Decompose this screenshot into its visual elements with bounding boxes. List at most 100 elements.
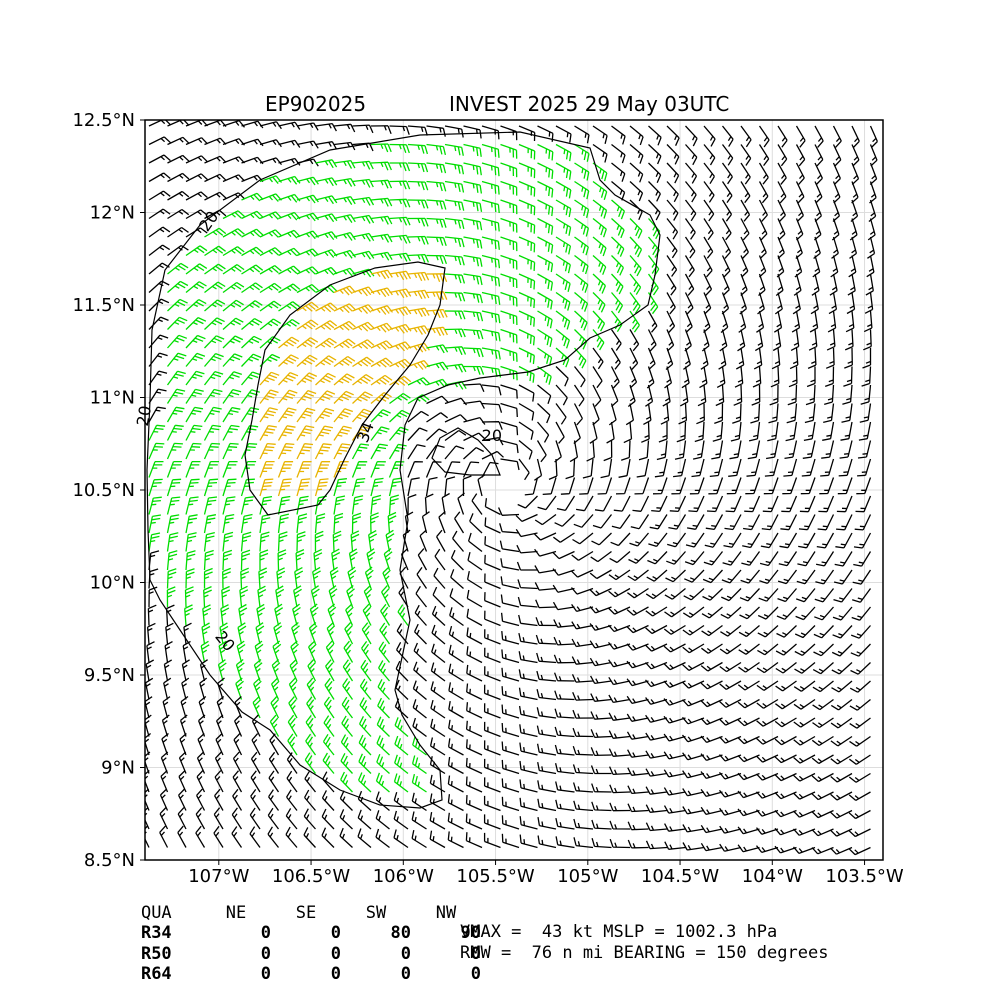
- wind-barb: [167, 172, 190, 183]
- wind-barb: [811, 772, 834, 783]
- wind-barb: [340, 771, 353, 793]
- wind-barb: [296, 389, 317, 404]
- wind-barb: [682, 680, 705, 689]
- wind-barb: [668, 514, 687, 530]
- wind-barb: [537, 254, 554, 273]
- wind-barb: [817, 514, 835, 531]
- wind-barb: [589, 640, 612, 649]
- wind-barb: [664, 841, 686, 850]
- wind-barb: [835, 532, 853, 549]
- wind-barb: [555, 403, 567, 425]
- wind-barb: [852, 588, 872, 603]
- wind-barb: [643, 403, 652, 425]
- wind-barb: [774, 791, 797, 800]
- wind-barb: [375, 810, 390, 830]
- wind-barb: [518, 273, 536, 290]
- wind-barb: [860, 384, 872, 405]
- wind-barb: [832, 162, 841, 185]
- wind-barb: [608, 403, 617, 426]
- wind-barb: [663, 624, 686, 635]
- wind-barb: [518, 199, 536, 216]
- wind-barb: [389, 143, 410, 154]
- wind-barb: [777, 236, 785, 259]
- wind-barb: [589, 605, 612, 614]
- wind-barb: [466, 664, 483, 682]
- wind-barb: [333, 373, 355, 386]
- wind-barb: [148, 136, 171, 146]
- wind-barb: [571, 550, 594, 561]
- x-tick-label: 103.5°W: [825, 866, 904, 887]
- wind-barb: [774, 754, 797, 764]
- wind-barb: [313, 548, 323, 571]
- wind-barb: [756, 680, 779, 691]
- wind-barb: [553, 532, 575, 543]
- wind-barb: [166, 442, 183, 460]
- wind-barb: [315, 195, 338, 205]
- wind-barb: [296, 176, 319, 186]
- wind-barb: [646, 569, 668, 582]
- y-tick-label: 8.5°N: [84, 850, 135, 871]
- wind-barb: [719, 698, 742, 708]
- wind-barb: [629, 310, 640, 333]
- wind-barb: [274, 603, 284, 626]
- wind-barb: [728, 458, 742, 477]
- wind-barb: [185, 155, 208, 164]
- wind-barb: [389, 323, 412, 334]
- wind-barb: [830, 846, 853, 855]
- wind-barb: [278, 229, 301, 239]
- wind-barb: [407, 461, 423, 478]
- wind-barb: [573, 403, 583, 426]
- wind-barb: [286, 789, 298, 811]
- wind-barb: [370, 494, 382, 515]
- wind-barb: [444, 162, 465, 175]
- wind-barb: [465, 832, 483, 849]
- wind-barb: [515, 528, 538, 538]
- wind-barb: [361, 641, 372, 663]
- x-tick-label: 107°W: [188, 866, 249, 887]
- wind-barb: [721, 292, 730, 315]
- wind-barb: [269, 733, 280, 756]
- wind-barb: [370, 125, 392, 135]
- wind-barb: [791, 310, 801, 333]
- wind-barb: [832, 625, 853, 639]
- wind-barb: [222, 317, 244, 330]
- wind-barb: [501, 741, 520, 756]
- wind-barb: [241, 138, 264, 147]
- wind-barb: [407, 377, 430, 386]
- wind-barb: [645, 606, 668, 617]
- wind-barb: [304, 771, 317, 793]
- wind-barb: [145, 659, 155, 682]
- wind-barb: [515, 513, 538, 522]
- wind-barb: [747, 440, 761, 460]
- wind-barb: [774, 735, 797, 746]
- wind-barb: [537, 273, 554, 291]
- wind-barb: [537, 780, 557, 793]
- wind-barb: [845, 310, 855, 333]
- wind-barb: [278, 211, 301, 221]
- wind-barb: [463, 383, 485, 393]
- wind-barb: [463, 199, 483, 213]
- wind-barb: [809, 310, 819, 333]
- wind-barb: [762, 495, 779, 513]
- wind-barb: [555, 143, 572, 162]
- wind-barb: [700, 842, 723, 852]
- wind-barb: [517, 495, 538, 509]
- wind-barb: [774, 845, 797, 854]
- wind-barb: [832, 606, 853, 621]
- wind-barb: [277, 443, 295, 460]
- wind-barb: [518, 236, 536, 253]
- wind-barb: [444, 310, 466, 320]
- wind-barb: [666, 329, 675, 352]
- wind-barb: [815, 551, 835, 567]
- wind-barb: [757, 643, 779, 656]
- wind-barb: [196, 770, 206, 793]
- wind-barb: [801, 458, 816, 477]
- wind-barb: [519, 724, 538, 738]
- wind-barb: [307, 659, 317, 682]
- wind-barb: [775, 661, 797, 674]
- wind-barb: [700, 717, 723, 726]
- wind-barb: [407, 427, 428, 441]
- wind-barb: [238, 603, 248, 626]
- wind-barb: [536, 707, 557, 719]
- wind-barb: [222, 156, 245, 164]
